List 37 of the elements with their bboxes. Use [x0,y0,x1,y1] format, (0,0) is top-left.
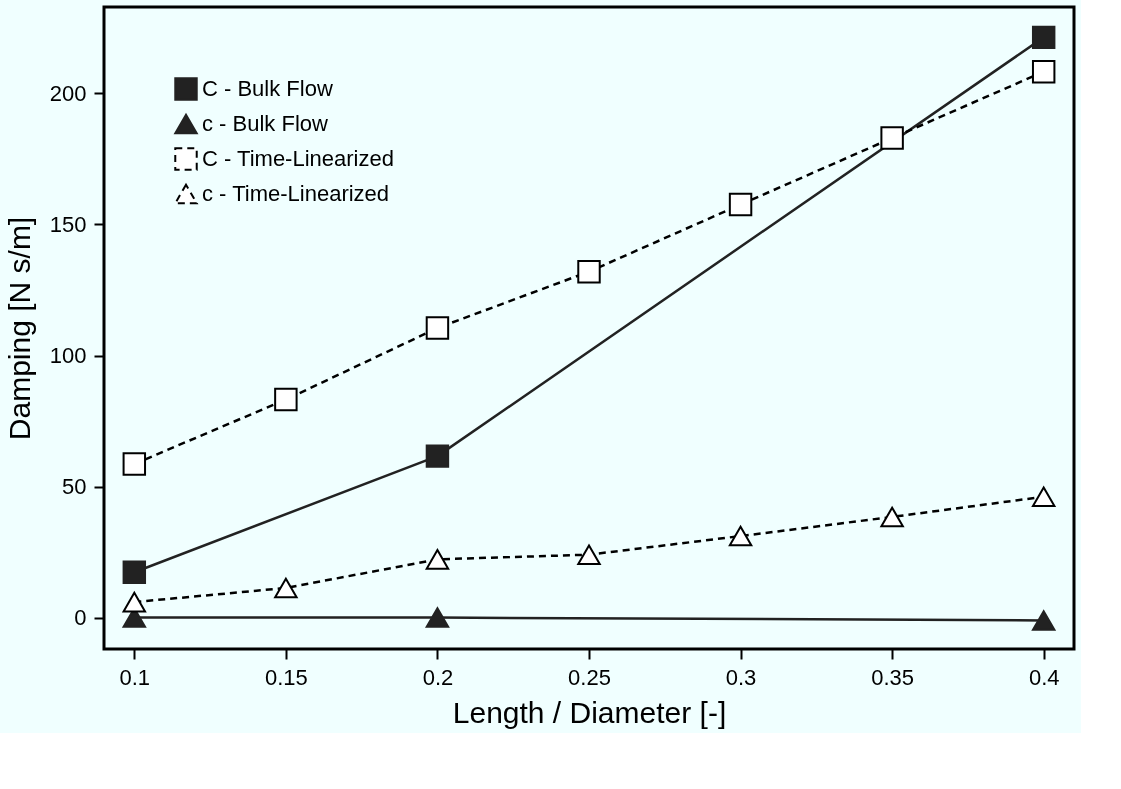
x-tick-label: 0.25 [568,664,611,690]
point [122,452,147,476]
point [1031,610,1056,631]
x-tick-label: 0.4 [1028,664,1060,690]
point [425,316,450,340]
point [274,387,298,412]
legend-label: c - Time-Linearized [202,181,390,206]
y-axis-title: Damping [N s/m] [2,216,36,441]
y-tick-label: 150 [49,211,87,237]
point [880,126,904,150]
point [880,506,904,528]
x-tick-label: 0.3 [725,664,757,690]
point [577,544,601,565]
x-tick-label: 0.15 [264,664,308,690]
y-tick-label: 50 [62,474,87,500]
x-tick-label: 0.1 [119,664,151,690]
point [1031,486,1056,508]
y-tick-label: 100 [49,343,87,369]
y-tick-label: 200 [49,80,87,106]
x-axis-title: Length / Diameter [-] [452,695,727,729]
point [577,259,601,284]
point [1031,60,1056,84]
point [425,549,450,570]
point [728,525,753,547]
point [122,591,147,613]
x-tick-label: 0.35 [871,664,915,690]
point [1031,25,1056,50]
legend-label: C - Bulk Flow [202,76,333,101]
point [728,192,753,217]
legend-label: c - Bulk Flow [202,111,329,136]
point [122,560,147,584]
x-tick-label: 0.2 [422,664,454,690]
point [274,577,298,599]
y-tick-label: 0 [74,605,87,631]
point [425,444,450,468]
legend-label: C - Time-Linearized [202,146,394,171]
point [425,607,450,628]
